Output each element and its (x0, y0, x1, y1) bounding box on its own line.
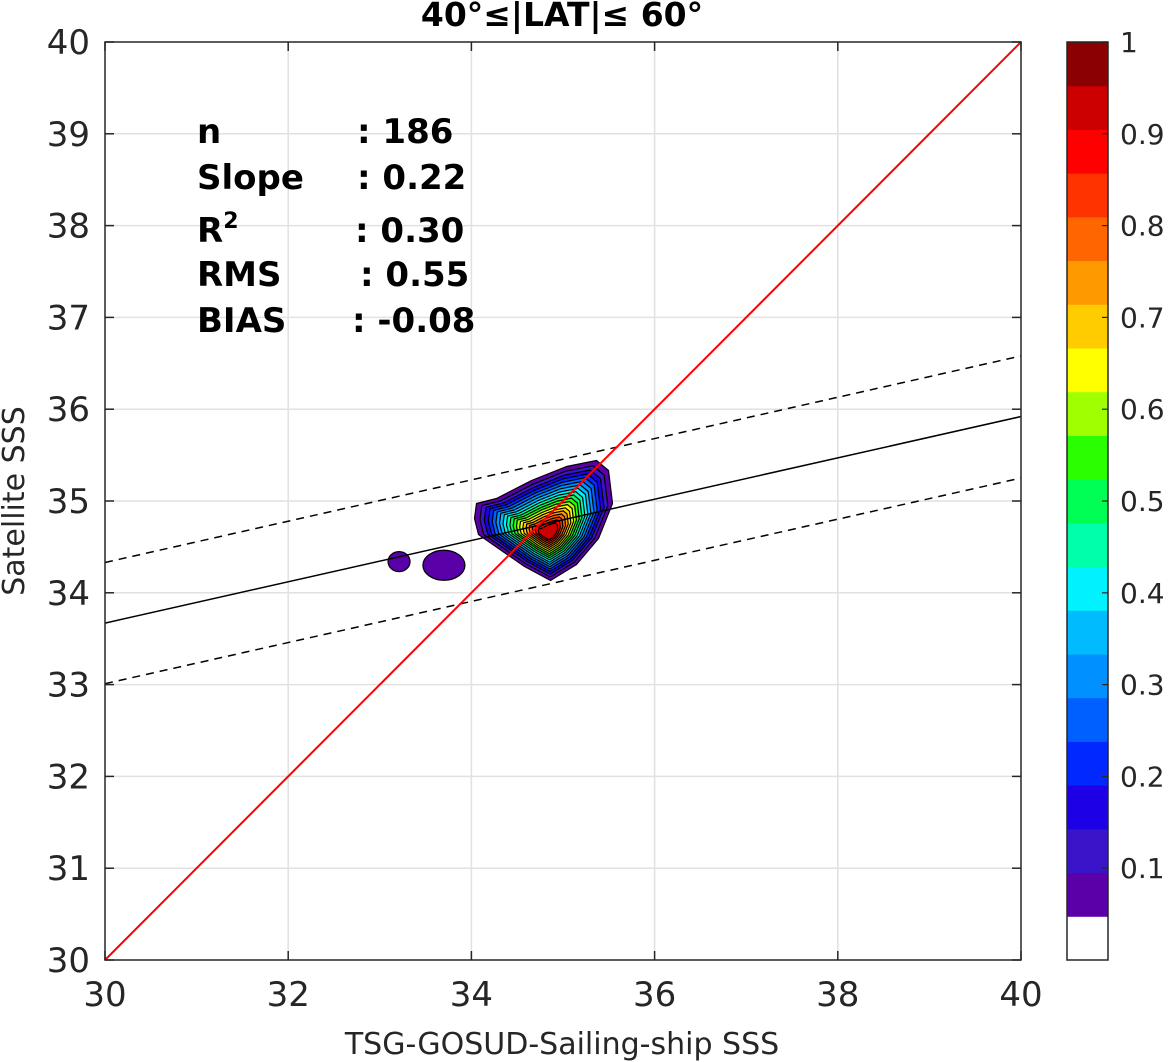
colorbar-segment (1067, 872, 1108, 917)
colorbar-segment (1067, 479, 1108, 524)
colorbar-segment (1067, 304, 1108, 349)
x-tick-label: 34 (450, 975, 493, 1015)
colorbar-segment (1067, 129, 1108, 174)
stat-label: BIAS (197, 301, 286, 341)
grid-layer (105, 42, 1021, 960)
fit-line (104, 415, 1022, 624)
colorbar-tick-label: 0.6 (1120, 393, 1165, 426)
x-tick-label: 36 (633, 975, 676, 1015)
x-tick-label: 40 (999, 975, 1042, 1015)
colorbar-segment (1067, 741, 1108, 786)
colorbar-segment (1067, 435, 1108, 480)
chart-title: 40°≤|LAT|≤ 60° (421, 0, 703, 34)
stat-value: : 0.22 (357, 158, 466, 198)
x-tick-label: 38 (816, 975, 859, 1015)
upper-bound-line (104, 355, 1022, 564)
stat-label: RMS (197, 255, 282, 295)
y-tick-label: 36 (47, 390, 90, 430)
x-tick-label: 30 (83, 975, 126, 1015)
colorbar: 0.1 0.2 0.3 0.4 0.5 0.6 0.7 0.8 0.9 1 (1066, 26, 1165, 961)
x-tick-label: 32 (267, 975, 310, 1015)
y-tick-label: 33 (47, 666, 90, 706)
contour-level-0.95 (537, 522, 559, 541)
contour-blob (422, 549, 466, 581)
y-tick-label: 30 (47, 941, 90, 981)
identity-line (104, 41, 1022, 961)
colorbar-tick-label: 0.4 (1120, 577, 1165, 610)
colorbar-tick-label: 0.7 (1120, 301, 1165, 334)
colorbar-tick-label: 0.2 (1120, 760, 1165, 793)
colorbar-segment (1067, 785, 1108, 830)
stat-value: : 186 (357, 112, 453, 152)
colorbar-tick-label: 1 (1120, 26, 1138, 59)
colorbar-tick-label: 0.3 (1120, 669, 1165, 702)
contour-blob (387, 550, 411, 573)
y-tick-label: 37 (47, 298, 90, 338)
axes: 30 32 34 36 38 40 30 31 32 33 34 35 36 37 38 39 40 (47, 23, 1043, 1015)
stat-value: : 0.30 (355, 211, 464, 251)
stat-label: Slope (197, 158, 304, 198)
regression-lines (104, 41, 1022, 961)
colorbar-segment (1067, 42, 1108, 87)
colorbar-segment (1067, 522, 1108, 568)
colorbar-segment (1067, 216, 1108, 262)
colorbar-segment (1067, 260, 1108, 305)
colorbar-segment (1067, 85, 1108, 130)
stat-value: : 0.55 (360, 255, 469, 295)
colorbar-segment (1067, 348, 1108, 393)
y-tick-label: 39 (47, 115, 90, 155)
statistics-box: n : 186 Slope : 0.22 R2 : 0.30 RMS : 0.55 BIAS : … (197, 112, 475, 341)
colorbar-segment (1067, 654, 1108, 699)
y-tick-label: 32 (47, 757, 90, 797)
colorbar-segment (1067, 391, 1108, 436)
density-contours (387, 459, 614, 582)
y-tick-label: 38 (47, 207, 90, 247)
colorbar-tick-label: 0.9 (1120, 118, 1165, 151)
colorbar-segment (1067, 566, 1108, 611)
colorbar-segment (1067, 828, 1108, 874)
y-tick-label: 40 (47, 23, 90, 63)
y-tick-label: 35 (47, 482, 90, 522)
stat-label: n (197, 112, 221, 152)
stat-value: : -0.08 (352, 301, 475, 341)
y-tick-label: 34 (47, 574, 90, 614)
colorbar-tick-label: 0.1 (1120, 852, 1165, 885)
colorbar-segment (1067, 916, 1108, 961)
colorbar-segment (1067, 697, 1108, 742)
colorbar-segment (1067, 173, 1108, 218)
colorbar-segment (1067, 610, 1108, 655)
colorbar-tick-label: 0.5 (1120, 485, 1165, 518)
y-tick-label: 31 (47, 849, 90, 889)
y-axis-label: Satellite SSS (0, 406, 32, 596)
x-axis-label: TSG-GOSUD-Sailing-ship SSS (344, 1027, 779, 1062)
lower-bound-line (104, 477, 1022, 685)
stat-label: R2 (197, 209, 239, 251)
colorbar-tick-label: 0.8 (1120, 210, 1165, 243)
